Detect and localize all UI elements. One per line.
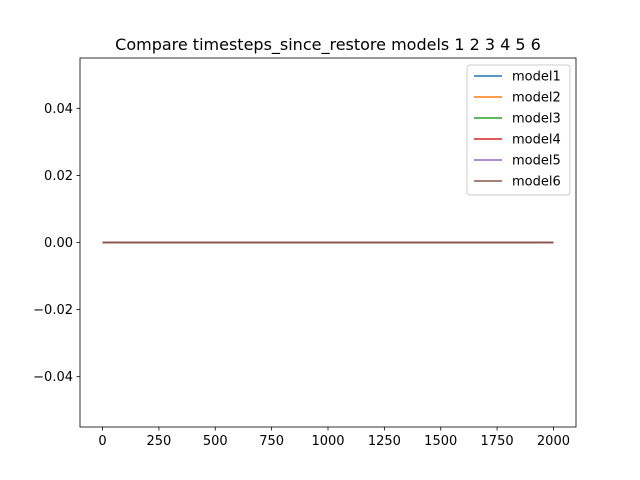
x-tick-label: 1500 [424, 434, 457, 449]
x-tick-label: 250 [146, 434, 171, 449]
y-tick-label: 0.02 [44, 169, 73, 184]
legend-label-model2: model2 [512, 91, 561, 106]
x-tick-label: 2000 [537, 434, 570, 449]
legend-label-model4: model4 [512, 133, 561, 148]
y-tick-label: 0.00 [44, 236, 73, 251]
chart-title: Compare timesteps_since_restore models 1… [115, 35, 541, 55]
axes-layer: 0 250 500 750 1000 1250 1500 1750 2000 −0.04 −0.02… [33, 57, 577, 449]
x-tick-label: 1000 [311, 434, 344, 449]
y-tick-label: 0.04 [44, 102, 73, 117]
x-tick-label: 0 [98, 434, 106, 449]
x-tick-label: 750 [259, 434, 284, 449]
legend-label-model5: model5 [512, 154, 561, 169]
legend-label-model3: model3 [512, 112, 561, 127]
x-tick-label: 1250 [368, 434, 401, 449]
x-tick-label: 1750 [481, 434, 514, 449]
legend-label-model1: model1 [512, 70, 561, 85]
legend: model1 model2 model3 model4 model5 model6 [466, 64, 571, 196]
legend-label-model6: model6 [512, 175, 561, 190]
y-tick-label: −0.02 [33, 303, 73, 318]
y-tick-label: −0.04 [33, 370, 73, 385]
x-tick-label: 500 [203, 434, 228, 449]
